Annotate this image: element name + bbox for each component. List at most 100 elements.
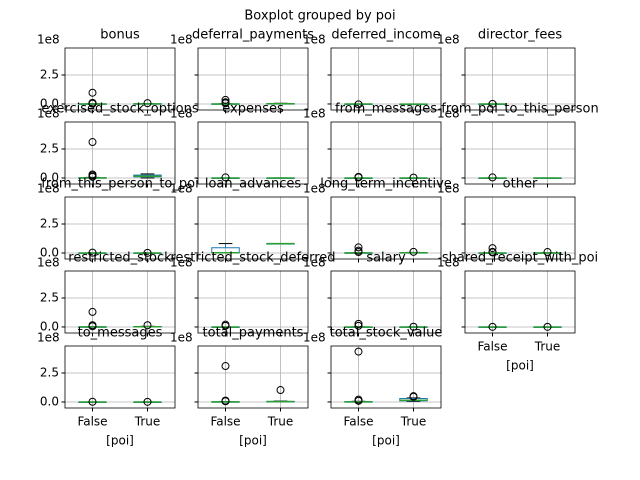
subplot-title: exercised_stock_options [41,102,199,117]
axes-frame [64,121,176,185]
subplot-title: director_fees [478,28,563,43]
figure-title: Boxplot grouped by poi [244,9,395,24]
flier [88,88,97,97]
subplot: 1e8 director_fees [437,28,576,114]
axes-frame [330,196,442,260]
y-tick-label: 2.5 [40,217,59,231]
axes-frame [464,196,576,260]
flier [543,248,552,257]
subplot-title: expenses [222,102,284,117]
flier [221,397,230,406]
flier [409,322,418,331]
flier [488,322,497,331]
flier [221,173,230,182]
x-tick-label: False [477,340,507,354]
flier [543,322,552,331]
axes-frame [330,270,442,334]
flier [354,347,363,356]
offset-text: 1e8 [37,331,60,345]
axes-frame [464,121,576,185]
subplot: 1e8 deferred_income [303,28,442,114]
axes-frame [464,270,576,334]
offset-text: 1e8 [303,107,326,121]
flier [354,319,363,328]
flier [143,99,152,108]
subplot-title: bonus [100,28,140,43]
axes-frame [197,270,309,334]
subplot-title: from_this_person_to_poi [41,177,198,192]
y-tick-label: 0.0 [40,319,59,333]
offset-text: 1e8 [437,182,460,196]
subplot: 1e8 other [437,177,576,263]
offset-text: 1e8 [37,256,60,270]
subplot: 0.0 2.5 1e8 restricted_stock [37,251,176,337]
offset-text: 1e8 [170,107,193,121]
x-tick-label: False [77,415,107,429]
x-tick-label: True [267,415,294,429]
flier [354,243,363,252]
subplot: 1e8 loan_advances [170,177,309,263]
flier [354,173,363,182]
offset-text: 1e8 [303,182,326,196]
offset-text: 1e8 [170,33,193,47]
offset-text: 1e8 [37,33,60,47]
axes-frame [464,47,576,111]
subplot-title: total_payments [203,326,304,341]
offset-text: 1e8 [303,256,326,270]
subplot: 1e8 from_messages [303,102,442,188]
subplot-title: from_poi_to_this_person [441,102,598,117]
flier [354,321,363,330]
flier [143,397,152,406]
offset-text: 1e8 [303,331,326,345]
y-tick-label: 0.0 [40,170,59,184]
flier [409,247,418,256]
flier [143,321,152,330]
offset-text: 1e8 [437,107,460,121]
subplot: 1e8 salary [303,251,442,337]
subplot-title: restricted_stock [68,251,172,266]
flier [143,248,152,257]
axes-frame [197,345,309,409]
flier [409,392,418,401]
flier [488,173,497,182]
y-tick-label: 0.0 [40,96,59,110]
y-tick-label: 0.0 [40,245,59,259]
axes-frame [64,270,176,334]
subplot-title: restricted_stock_deferred [170,251,335,266]
flier [88,172,97,181]
flier [88,138,97,147]
offset-text: 1e8 [437,33,460,47]
flier [488,244,497,253]
subplot: 1e8 expenses [170,102,309,188]
flier [276,386,285,395]
flier [409,173,418,182]
subplot-title: salary [366,251,406,266]
subplot-title: shared_receipt_with_poi [442,251,598,266]
offset-text: 1e8 [37,107,60,121]
flier [488,248,497,257]
subplot: 0.0 2.5 False True 1e8 to_messages [poi] [37,326,176,448]
flier [354,248,363,257]
offset-text: 1e8 [303,33,326,47]
x-axis-label: [poi] [372,434,400,448]
subplot: 0.0 2.5 1e8 bonus [37,28,176,114]
x-tick-label: True [134,415,161,429]
axes-frame [197,47,309,111]
subplot: False True 1e8 total_payments [poi] [170,326,309,448]
subplot-title: other [503,177,538,192]
axes-frame [330,47,442,111]
axes-frame [197,121,309,185]
flier [221,99,230,108]
subplot-title: to_messages [78,326,163,341]
subplot-title: loan_advances [205,177,302,192]
axes-frame [64,345,176,409]
subplot-title: deferred_income [331,28,440,43]
flier [88,322,97,331]
x-axis-label: [poi] [106,434,134,448]
flier [221,321,230,330]
subplot-title: total_stock_value [330,326,443,341]
